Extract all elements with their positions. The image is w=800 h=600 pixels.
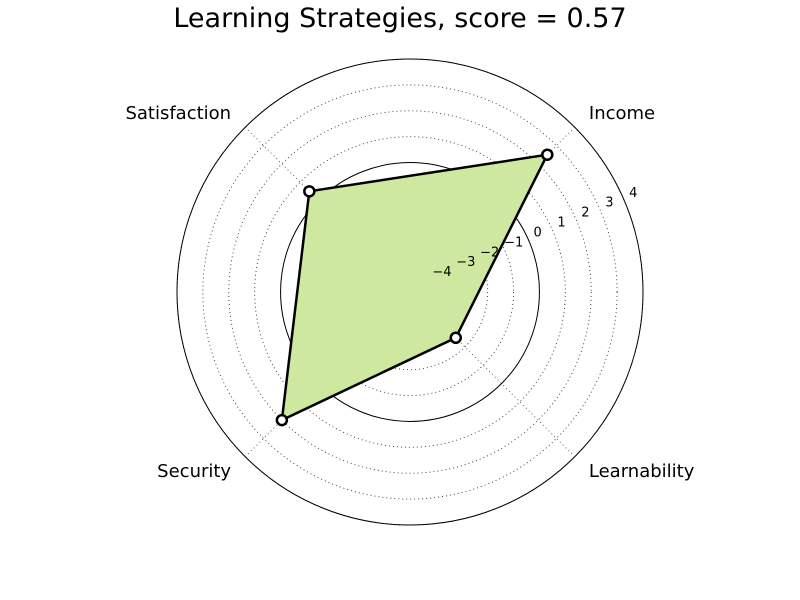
- tick-label: 4: [629, 186, 637, 201]
- tick-label: −4: [432, 265, 451, 280]
- grid-ring: [202, 84, 618, 500]
- baseline-ring: [280, 162, 540, 422]
- data-point-satisfaction: [303, 185, 316, 198]
- data-point-income: [541, 148, 554, 161]
- tick-label: −3: [456, 255, 475, 270]
- axis-label-satisfaction: Satisfaction: [125, 103, 231, 124]
- tick-label: −2: [480, 245, 499, 260]
- tick-label: 0: [533, 225, 541, 240]
- axis-spoke: [409, 291, 576, 458]
- tick-label: 1: [557, 216, 565, 231]
- axis-label-security: Security: [157, 461, 231, 482]
- label-layer: Income Learnability Security Satisfaction −4…: [125, 103, 694, 482]
- tick-label: 3: [605, 196, 613, 211]
- grid-ring: [228, 110, 592, 474]
- axis-label-income: Income: [589, 103, 655, 124]
- grid-ring: [254, 136, 566, 448]
- chart-title: Learning Strategies, score = 0.57: [173, 3, 627, 34]
- tick-label: 2: [581, 206, 589, 221]
- data-polygon: [280, 153, 550, 423]
- data-layer: [275, 148, 554, 427]
- outer-ring: [176, 58, 644, 526]
- data-point-learnability: [449, 331, 463, 345]
- grid-ring: [305, 187, 515, 397]
- axis-label-learnability: Learnability: [589, 461, 695, 482]
- tick-label: −1: [504, 235, 523, 250]
- data-point-security: [275, 413, 289, 427]
